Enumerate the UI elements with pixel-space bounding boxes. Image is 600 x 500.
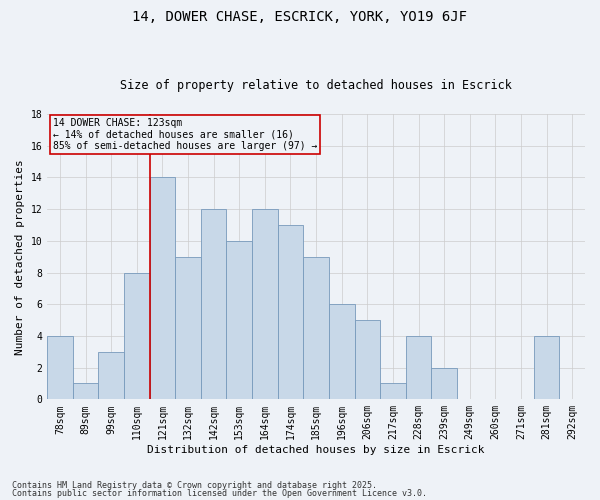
Text: Contains public sector information licensed under the Open Government Licence v3: Contains public sector information licen… bbox=[12, 488, 427, 498]
Bar bbox=[252, 209, 278, 400]
Bar bbox=[47, 336, 73, 400]
Bar bbox=[278, 225, 303, 400]
Bar bbox=[303, 256, 329, 400]
Title: Size of property relative to detached houses in Escrick: Size of property relative to detached ho… bbox=[120, 79, 512, 92]
Bar bbox=[380, 384, 406, 400]
Bar bbox=[73, 384, 98, 400]
Bar bbox=[226, 241, 252, 400]
Bar bbox=[431, 368, 457, 400]
Bar bbox=[329, 304, 355, 400]
X-axis label: Distribution of detached houses by size in Escrick: Distribution of detached houses by size … bbox=[148, 445, 485, 455]
Bar bbox=[98, 352, 124, 400]
Bar bbox=[149, 178, 175, 400]
Bar bbox=[534, 336, 559, 400]
Text: 14 DOWER CHASE: 123sqm
← 14% of detached houses are smaller (16)
85% of semi-det: 14 DOWER CHASE: 123sqm ← 14% of detached… bbox=[53, 118, 317, 152]
Y-axis label: Number of detached properties: Number of detached properties bbox=[15, 159, 25, 354]
Bar bbox=[175, 256, 201, 400]
Bar bbox=[355, 320, 380, 400]
Text: Contains HM Land Registry data © Crown copyright and database right 2025.: Contains HM Land Registry data © Crown c… bbox=[12, 481, 377, 490]
Bar bbox=[124, 272, 149, 400]
Bar bbox=[406, 336, 431, 400]
Text: 14, DOWER CHASE, ESCRICK, YORK, YO19 6JF: 14, DOWER CHASE, ESCRICK, YORK, YO19 6JF bbox=[133, 10, 467, 24]
Bar bbox=[201, 209, 226, 400]
